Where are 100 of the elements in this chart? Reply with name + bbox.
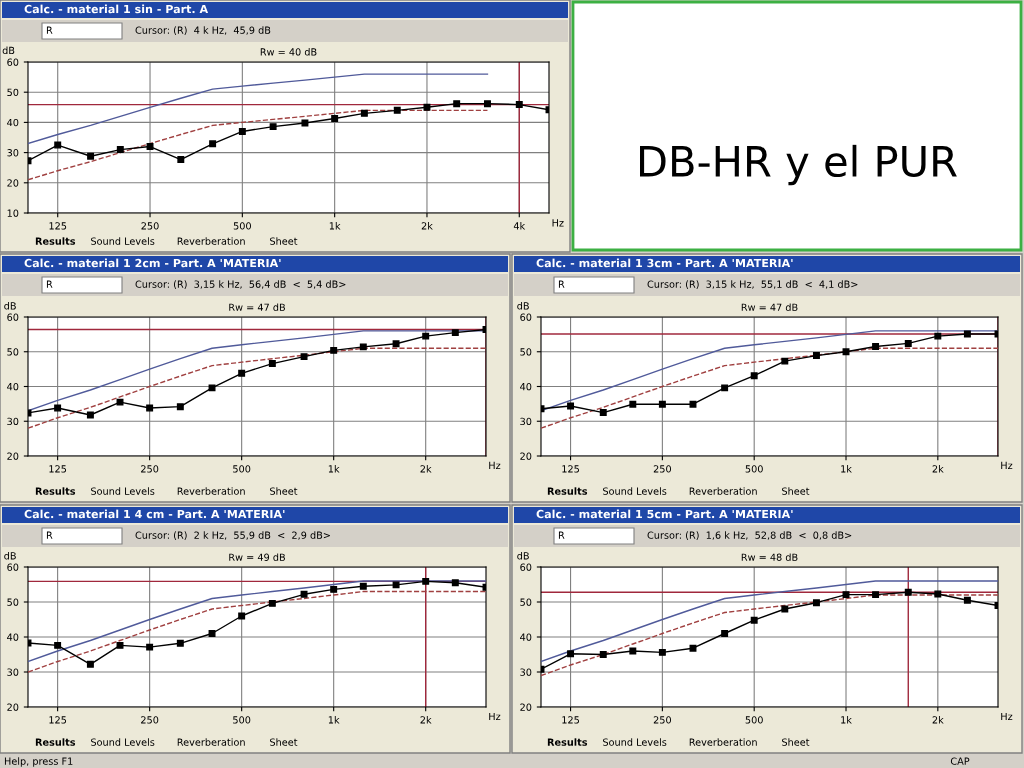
y-tick-label: 60 (7, 58, 19, 66)
text: R (46, 531, 53, 539)
point (392, 581, 400, 589)
x-tick-label: 250 (653, 465, 672, 473)
text: R (558, 531, 565, 539)
y-axis-title: dB (2, 46, 15, 55)
y-tick-label: 60 (520, 313, 532, 321)
text: Sound Levels (603, 738, 667, 746)
text: Sheet (270, 738, 298, 746)
x-tick-label: 2k (421, 222, 433, 230)
y-tick-label: 30 (520, 417, 532, 426)
y-axis-title: dB (517, 551, 529, 560)
point (176, 403, 184, 411)
point (629, 647, 637, 655)
text: Results (547, 738, 588, 746)
point (359, 582, 367, 590)
y-tick-label: 50 (520, 348, 532, 356)
y-tick-label: 20 (7, 703, 19, 711)
text: Results (35, 487, 76, 495)
point (721, 384, 729, 392)
y-tick-label: 50 (7, 88, 19, 97)
point (934, 332, 942, 340)
point (904, 339, 912, 347)
point (238, 127, 246, 135)
chart-title: Calc. - material 1 sin - Part. A (24, 4, 209, 14)
x-tick-label: 250 (141, 222, 159, 230)
point (689, 644, 697, 652)
point (658, 648, 666, 656)
point (658, 400, 666, 408)
text: R (46, 26, 53, 34)
point (177, 156, 185, 164)
x-axis-title: Hz (1001, 712, 1013, 720)
text: Sheet (270, 237, 298, 245)
point (750, 372, 758, 380)
y-axis-title: dB (4, 302, 16, 310)
x-axis-title: Hz (489, 712, 501, 720)
x-tick-label: 2k (932, 465, 944, 473)
y-tick-label: 50 (520, 598, 532, 606)
point (934, 590, 942, 598)
point (116, 641, 124, 649)
y-tick-label: 40 (520, 382, 532, 391)
x-tick-label: 125 (562, 716, 579, 724)
y-axis-title: dB (517, 302, 529, 310)
point (359, 343, 367, 351)
point (238, 612, 246, 620)
text: Results (35, 237, 76, 245)
point (567, 402, 575, 410)
point (422, 577, 430, 585)
point (393, 106, 401, 114)
x-tick-label: 2k (932, 716, 944, 724)
point (483, 100, 491, 108)
chart-title: Calc. - material 1 3cm - Part. A 'MATERIA' (536, 258, 793, 268)
x-tick-label: 500 (745, 465, 763, 473)
point (208, 630, 216, 637)
point (781, 605, 789, 613)
y-tick-label: 30 (7, 149, 19, 157)
text: Sound Levels (603, 487, 667, 495)
x-tick-label: 2k (420, 716, 432, 724)
x-tick-label: 1k (841, 465, 852, 473)
point (87, 152, 95, 160)
text: Reverberation (177, 738, 245, 746)
point (689, 400, 697, 408)
point (360, 109, 368, 117)
point (176, 639, 184, 647)
y-tick-label: 30 (7, 417, 19, 426)
point (872, 591, 880, 599)
y-tick-label: 20 (7, 452, 19, 460)
chart-subtitle: Cursor: (R) 4 k Hz, 45,9 dB (135, 26, 271, 35)
x-tick-label: 125 (49, 716, 67, 724)
x-tick-label: 1k (328, 716, 340, 724)
point (54, 141, 62, 149)
text: R (558, 280, 565, 288)
x-tick-label: 125 (49, 222, 67, 230)
x-tick-label: 250 (141, 465, 159, 473)
y-tick-label: 60 (7, 563, 19, 571)
point (842, 348, 850, 356)
x-tick-label: 250 (653, 716, 672, 724)
text: Results (35, 738, 76, 746)
point (904, 588, 912, 596)
text: R (46, 280, 53, 288)
y-tick-label: 50 (7, 348, 19, 356)
text: Sheet (782, 487, 810, 495)
point (451, 579, 459, 587)
point (330, 585, 338, 593)
x-tick-label: 500 (233, 465, 251, 473)
point (331, 115, 339, 122)
x-tick-label: 125 (49, 465, 67, 473)
line-series (28, 73, 489, 145)
point (812, 599, 820, 607)
point (116, 398, 124, 406)
point (238, 369, 246, 377)
y-tick-label: 20 (520, 703, 532, 711)
x-tick-label: 500 (233, 716, 251, 724)
text: Reverberation (689, 738, 757, 746)
point (146, 643, 154, 651)
chart-subtitle: Cursor: (R) 1,6 k Hz, 52,8 dB < 0,8 dB> (647, 531, 852, 540)
text: Help, press F1 (4, 757, 73, 767)
point (629, 400, 637, 408)
y-tick-label: 30 (7, 668, 19, 676)
text: Sound Levels (91, 738, 155, 746)
